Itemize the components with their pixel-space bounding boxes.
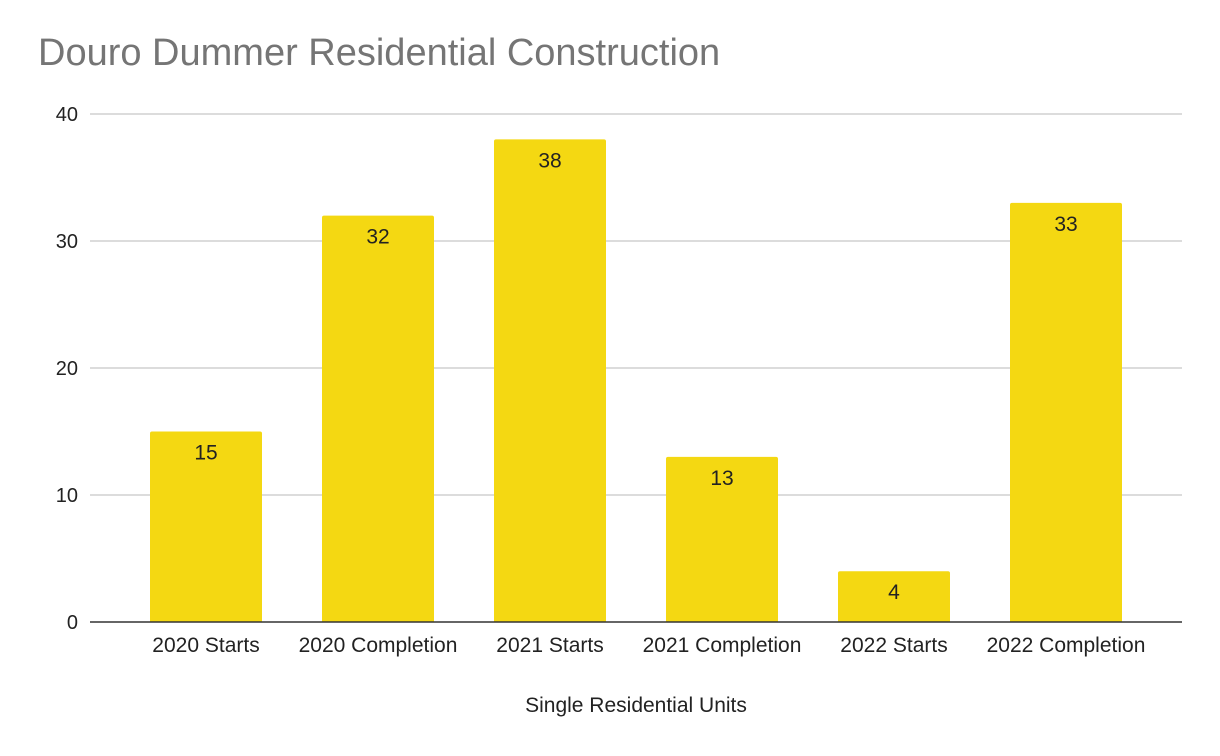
x-axis-title: Single Residential Units bbox=[525, 694, 747, 717]
bar bbox=[1010, 202, 1122, 622]
bar bbox=[150, 431, 262, 622]
bar bbox=[666, 456, 778, 622]
bar-data-label: 32 bbox=[366, 226, 389, 249]
x-category-label: 2022 Starts bbox=[840, 634, 947, 657]
bar bbox=[322, 215, 434, 622]
x-axis-categories: 2020 Starts 2020 Completion 2021 Starts 202… bbox=[152, 634, 1145, 657]
x-category-label: 2020 Completion bbox=[299, 634, 458, 657]
x-category-label: 2021 Completion bbox=[643, 634, 802, 657]
x-category-label: 2022 Completion bbox=[987, 634, 1146, 657]
bar-data-label: 38 bbox=[538, 149, 561, 172]
chart-title: Douro Dummer Residential Construction bbox=[38, 32, 721, 74]
y-axis-ticks: 0 10 20 30 40 bbox=[56, 104, 78, 634]
gridlines bbox=[90, 113, 1182, 496]
x-category-label: 2021 Starts bbox=[496, 634, 603, 657]
bars bbox=[150, 139, 1122, 622]
bar bbox=[494, 139, 606, 622]
bar-data-label: 13 bbox=[710, 467, 733, 490]
y-tick-label: 10 bbox=[56, 485, 78, 507]
bar-data-label: 15 bbox=[194, 442, 217, 465]
y-tick-label: 40 bbox=[56, 104, 78, 126]
y-tick-label: 20 bbox=[56, 358, 78, 380]
bar-data-label: 33 bbox=[1054, 213, 1077, 236]
bar-data-label: 4 bbox=[888, 581, 900, 604]
y-tick-label: 0 bbox=[67, 612, 78, 634]
x-category-label: 2020 Starts bbox=[152, 634, 259, 657]
bar bbox=[838, 571, 950, 622]
y-tick-label: 30 bbox=[56, 231, 78, 253]
data-labels: 15 32 38 13 4 33 bbox=[194, 149, 1077, 604]
